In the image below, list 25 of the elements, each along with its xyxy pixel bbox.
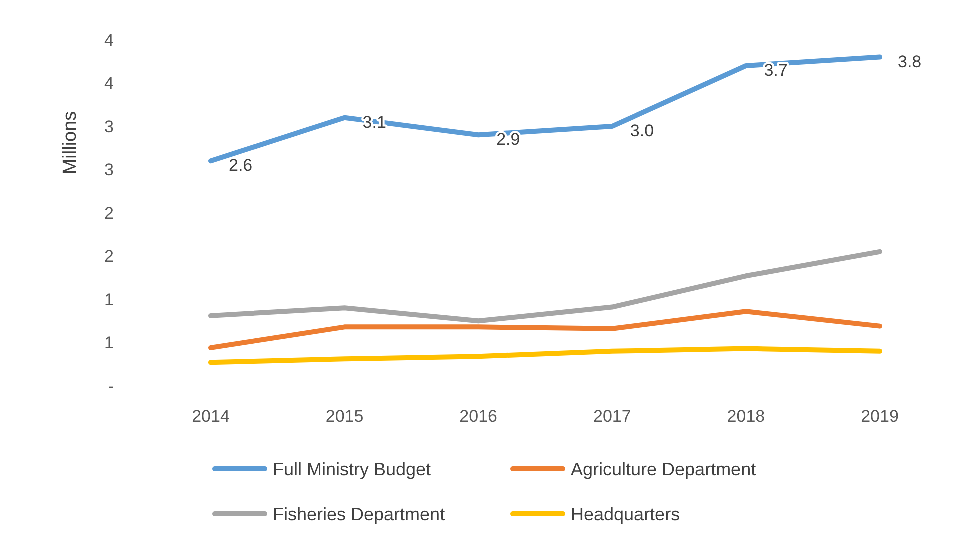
x-tick-label: 2015 — [326, 407, 364, 426]
legend-label: Full Ministry Budget — [273, 459, 432, 480]
data-label: 3.0 — [630, 122, 654, 140]
x-tick-label: 2014 — [192, 407, 230, 426]
data-label: 3.8 — [898, 52, 922, 72]
y-tick-label: 3 — [104, 117, 114, 136]
y-tick-label: 2 — [104, 247, 114, 266]
data-label: 2.6 — [229, 156, 253, 176]
y-axis-title: Millions — [60, 111, 81, 175]
legend-label: Fisheries Department — [273, 504, 446, 524]
y-tick-label: 2 — [104, 204, 114, 223]
y-tick-label: 1 — [104, 334, 114, 353]
data-label: 3.7 — [764, 60, 788, 80]
x-tick-label: 2019 — [861, 407, 899, 426]
x-tick-label: 2016 — [460, 407, 498, 426]
y-tick-label: 1 — [104, 290, 114, 310]
y-tick-label: 3 — [104, 160, 114, 180]
y-tick-label: - — [108, 376, 114, 396]
legend-label: Agriculture Department — [571, 459, 756, 480]
data-label: 2.9 — [496, 130, 520, 150]
x-tick-label: 2018 — [727, 407, 766, 426]
legend-label: Headquarters — [571, 504, 680, 524]
y-tick-label: 4 — [104, 30, 114, 50]
x-tick-label: 2017 — [593, 407, 632, 426]
y-tick-label: 4 — [104, 74, 114, 94]
